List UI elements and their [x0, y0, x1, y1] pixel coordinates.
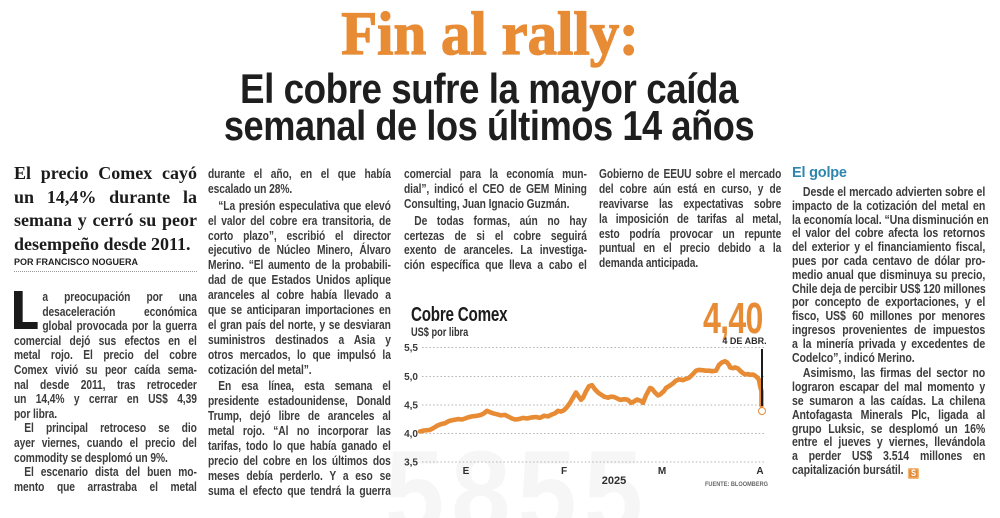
svg-text:5,0: 5,0: [404, 372, 418, 383]
svg-text:A: A: [756, 466, 763, 477]
svg-text:4,5: 4,5: [404, 401, 418, 412]
svg-text:5,5: 5,5: [404, 343, 418, 354]
svg-text:M: M: [658, 466, 666, 477]
svg-text:F: F: [561, 466, 567, 477]
svg-text:FUENTE: BLOOMBERG: FUENTE: BLOOMBERG: [705, 481, 768, 488]
svg-text:3,5: 3,5: [404, 458, 418, 469]
svg-text:4,0: 4,0: [404, 429, 418, 440]
svg-text:2025: 2025: [602, 475, 626, 487]
svg-text:E: E: [463, 466, 470, 477]
